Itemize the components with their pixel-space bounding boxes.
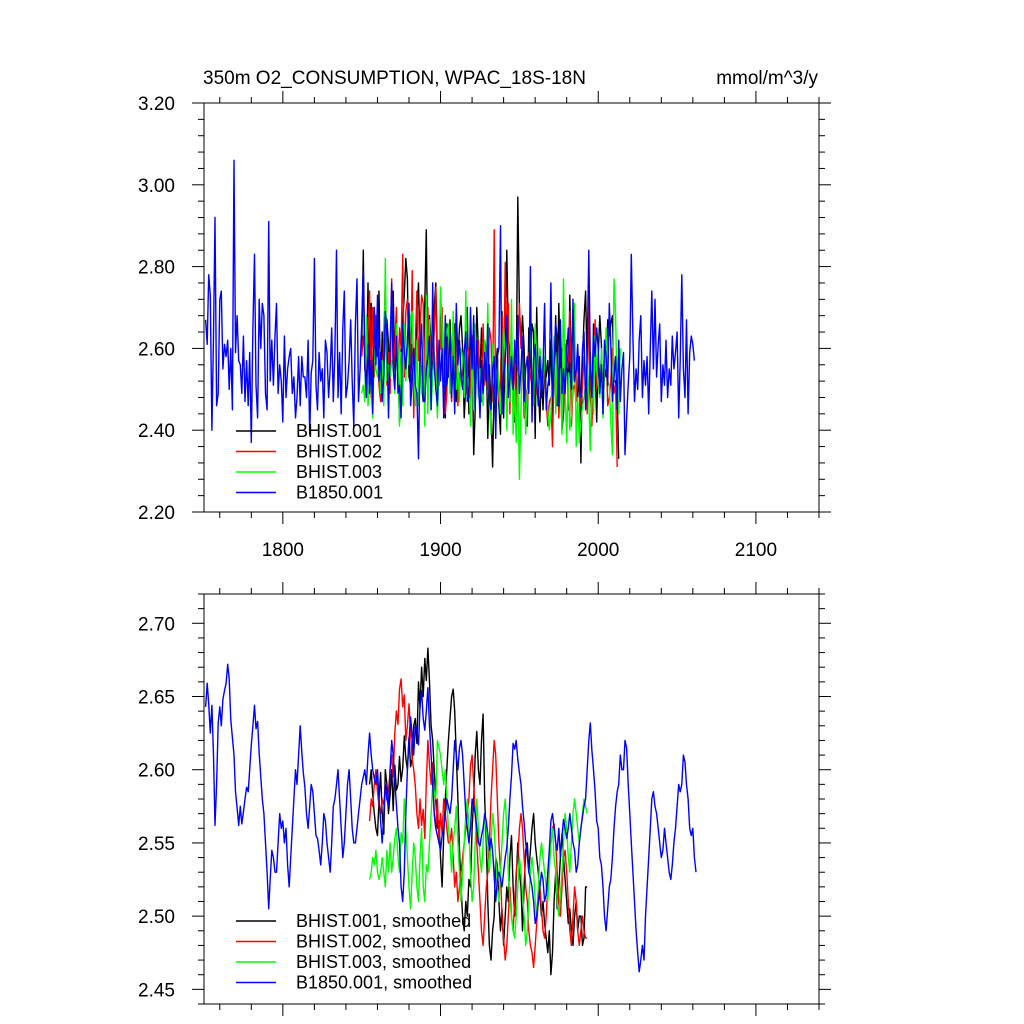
x-tick-label: 2100 [735,540,777,561]
legend-label: B1850.001 [296,483,383,503]
y-tick-label: 2.60 [138,761,175,782]
top-panel: 2.20 2.40 2.60 2.80 3.00 3.20 1800 1900 2000 2100… [138,91,831,561]
legend-label: BHIST.003 [296,462,382,482]
x-tick-label: 1800 [262,540,304,561]
y-tick-label: 3.00 [138,176,175,197]
y-tick-label: 2.60 [138,339,175,360]
y-tick-label: 2.45 [138,980,175,1001]
bottom-panel: 2.45 2.50 2.55 2.60 2.65 2.70 BHIST.001, smoot… [138,582,831,1016]
y-tick-label: 2.55 [138,834,175,855]
legend-label: BHIST.002, smoothed [296,932,471,952]
legend-label: BHIST.001 [296,421,382,441]
series-line-raw-4 [206,160,695,459]
chart-units: mmol/m^3/y [716,68,818,89]
x-tick-label: 2000 [577,540,619,561]
y-tick-label: 2.80 [138,258,175,279]
legend-label: BHIST.001, smoothed [296,911,471,931]
legend-label: BHIST.003, smoothed [296,952,471,972]
legend-label: BHIST.002 [296,442,382,462]
y-tick-label: 2.70 [138,614,175,635]
chart-title: 350m O2_CONSUMPTION, WPAC_18S-18N [203,68,586,89]
y-tick-label: 3.20 [138,94,175,115]
y-tick-label: 2.20 [138,503,175,524]
series-group [206,160,695,479]
y-tick-label: 2.50 [138,907,175,928]
legend-label: B1850.001, smoothed [296,973,472,993]
x-tick-label: 1900 [419,540,461,561]
figure: 350m O2_CONSUMPTION, WPAC_18S-18N mmol/m… [0,0,1024,1024]
y-tick-label: 2.40 [138,421,175,442]
y-tick-label: 2.65 [138,688,175,709]
